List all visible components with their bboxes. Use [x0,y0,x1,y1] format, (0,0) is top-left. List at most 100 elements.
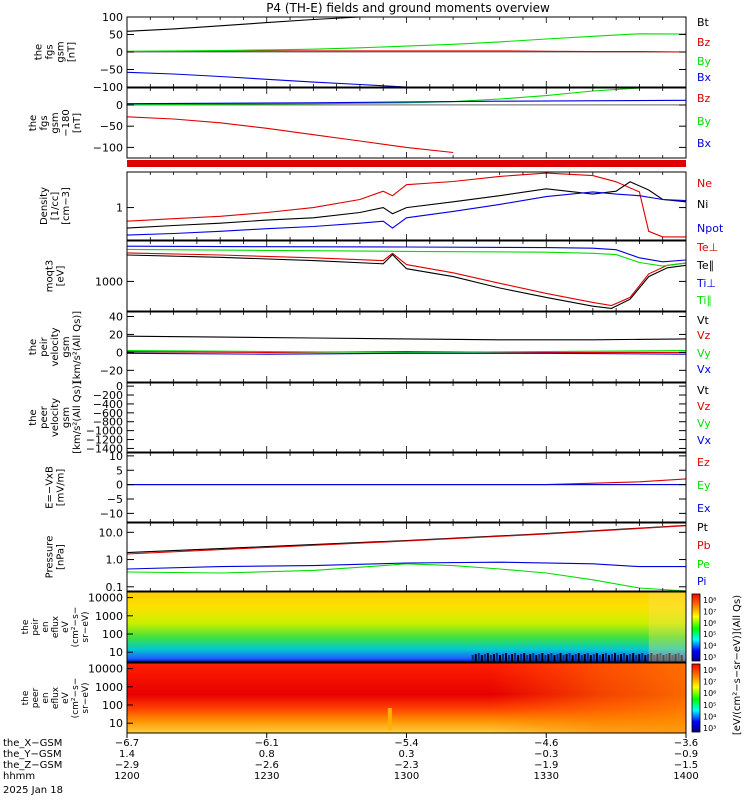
panel-frame [126,452,687,523]
legend-label: Pb [697,539,711,552]
spectrogram-speckle [483,654,486,662]
y-tick-label: 20 [109,328,123,341]
spectrogram-speckle [474,654,477,662]
y-axis-label: en [41,692,51,703]
spectrogram-speckle [577,653,580,662]
spectrogram-speckle [526,655,529,662]
series-line-Bz [126,50,687,53]
colorbar-tick-label: 10⁸ [703,596,716,605]
legend-label: Bx [697,71,712,84]
series-line-Pi [126,561,686,570]
spectrogram-speckle [650,653,653,662]
y-axis-label: eV [61,691,71,704]
red-separator-band [127,160,686,167]
x-row-value: −6.1 [255,738,279,749]
y-tick-label: 0 [116,46,123,59]
legend-label: Te⊥ [696,241,718,254]
spectrogram-speckle [580,655,583,662]
x-row-value: 1400 [673,771,698,782]
spectrogram-speckle [607,655,610,662]
spectrogram-speckle [589,655,592,662]
series-line-Pt [126,524,687,554]
spectrogram-speckle [659,653,662,662]
y-axis-label: gsm [61,336,72,357]
y-axis-label: moqt3 [45,260,56,293]
y-tick-label: −200 [93,389,123,402]
spectrogram-fade [127,663,686,733]
spectrogram-frame [126,591,687,663]
y-axis-label: Pressure [45,536,56,579]
legend-label: Bz [697,92,711,105]
panel-frame [126,382,687,453]
y-tick-label: −1200 [86,434,123,447]
spectrogram-speckle [656,654,659,662]
y-axis-label: [mV/m] [56,469,67,507]
spectrogram-speckle [644,655,647,662]
series-line-Te⊥ [126,252,687,307]
spectrogram-speckle [677,653,680,662]
x-row-value: −2.6 [255,760,279,771]
spectrogram-speckle [508,655,511,662]
y-axis-label: −180 [61,109,72,136]
y-tick-label: −600 [93,407,123,420]
x-axis-layer: the_X−GSM −6.7 −6.1 −5.4 −4.6 −3.6 the_Y−GSM 1.… [3,733,699,796]
x-row-value: −4.6 [534,738,558,749]
date-label: 2025 Jan 18 [3,785,63,796]
y-axis-label: eflux [51,686,61,709]
x-row-label: the_Z−GSM [3,760,62,771]
y-axis-label: eV [61,620,71,633]
legend-label: Ez [697,456,710,469]
spectrogram-speckle [541,653,544,662]
x-row-value: −1.9 [534,760,558,771]
spectrogram-speckle [601,654,604,662]
y-axis-label: the [28,115,39,131]
spectrogram-speckle [623,653,626,662]
spectrogram-speckle [571,655,574,662]
spectrogram-speckle [538,654,541,662]
spectrogram-speckle [556,654,559,662]
legend-label: Ti∥ [696,294,712,307]
legend-label: Vx [697,434,712,447]
series-line-Npot [126,191,687,236]
spectrogram-speckle [674,654,677,662]
spectrogram-speckle [611,654,614,662]
y-axis-label: gsm [50,112,61,133]
y-tick-label: 10 [109,450,123,463]
spectrogram-speckle [583,654,586,662]
y-axis-label: E=−VxB [45,466,56,509]
legend-label: Bt [697,16,710,29]
legend-label: By [697,115,712,128]
legend-label: Npot [697,222,724,235]
y-tick-label: 40 [109,310,123,323]
legend-label: Te∥ [696,259,714,272]
x-row-value: −6.7 [115,738,139,749]
x-row-value: −3.6 [674,738,698,749]
series-line-By [126,33,687,52]
spectrogram-speckle [489,655,492,662]
panel-frame [126,522,687,592]
y-axis-label: Density [39,187,50,225]
y-tick-label: 5 [116,464,123,477]
spectrogram-speckle [620,654,623,662]
spectrogram-speckle [592,654,595,662]
spectrogram-speckle [511,654,514,662]
colorbar-tick-label: 10⁵ [703,630,716,639]
colorbar-tick-label: 10³ [703,724,716,733]
x-row-value: −0.9 [674,749,698,760]
panel-peir_velocity: 40 20 0 −20 the peir velocity gsm [km/s²(All Qs)… [28,310,712,383]
y-tick-label: −800 [93,416,123,429]
colorbar-tick-label: 10⁸ [703,666,716,675]
panel-pressure: 10.0 1.0 0.1 Pressure [nPa] Pt Pb Pe Pi [45,521,711,594]
y-tick-label: −50 [100,120,123,133]
spectrogram-speckle [662,655,665,662]
legend-label: Bx [697,137,712,150]
colorbar-tick-label: 10⁵ [703,701,716,710]
x-row-value: −2.3 [394,760,418,771]
legend-label: By [697,55,712,68]
y-tick-label: 0 [116,99,123,112]
x-row-value: 1300 [394,771,419,782]
x-row-value: −5.4 [394,738,418,749]
y-axis-label: the [21,619,31,634]
colorbar-tick-label: 10⁴ [703,712,716,721]
